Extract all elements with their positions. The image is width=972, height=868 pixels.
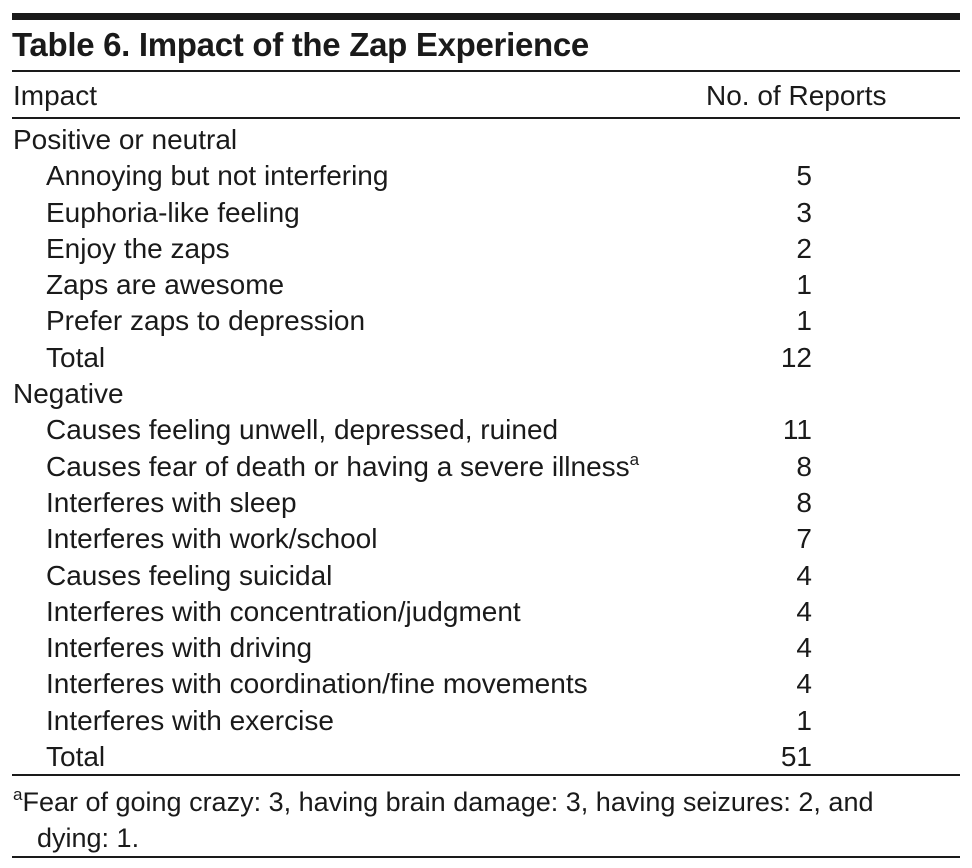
table-row: Prefer zaps to depression 1	[0, 302, 972, 338]
row-label-text: Interferes with coordination/fine moveme…	[46, 668, 588, 700]
group-label: Negative	[13, 378, 124, 410]
row-label-text: Euphoria-like feeling	[46, 196, 300, 228]
footnote-text-line1: Fear of going crazy: 3, having brain dam…	[22, 787, 874, 817]
bottom-rule	[12, 774, 960, 776]
row-label-text: Interferes with sleep	[46, 486, 297, 518]
row-label: Interferes with exercise	[46, 705, 334, 737]
table-row: Interferes with work/school 7	[0, 520, 972, 556]
table-footnote: aFear of going crazy: 3, having brain da…	[13, 784, 953, 856]
row-label: Interferes with work/school	[46, 523, 377, 555]
row-count: 4	[796, 632, 812, 664]
row-label: Prefer zaps to depression	[46, 305, 365, 337]
group-label: Positive or neutral	[13, 124, 237, 156]
row-label: Annoying but not interfering	[46, 160, 388, 192]
table-row: Interferes with coordination/fine moveme…	[0, 665, 972, 701]
row-count: 4	[796, 668, 812, 700]
row-label-text: Negative	[13, 378, 124, 410]
row-label-text: Zaps are awesome	[46, 269, 285, 301]
group-row: Negative	[0, 375, 972, 411]
row-label: Interferes with sleep	[46, 487, 297, 519]
row-count: 4	[796, 559, 812, 591]
group-row: Positive or neutral	[0, 121, 972, 157]
row-count: 2	[796, 232, 812, 264]
row-label: Euphoria-like feeling	[46, 197, 300, 229]
row-count: 5	[796, 160, 812, 192]
table-title: Table 6. Impact of the Zap Experience	[12, 26, 589, 63]
table-row: Causes feeling unwell, depressed, ruined…	[0, 411, 972, 447]
row-label-text: Total	[46, 341, 106, 373]
top-rule	[12, 13, 960, 20]
row-label: Causes feeling unwell, depressed, ruined	[46, 414, 558, 446]
row-label: Interferes with driving	[46, 632, 312, 664]
table-row: Causes fear of death or having a severe …	[0, 448, 972, 484]
row-count: 11	[782, 414, 812, 446]
row-label: Total	[46, 741, 105, 773]
row-label-text: Interferes with driving	[46, 632, 313, 664]
row-label-text: Interferes with concentration/judgment	[46, 595, 521, 627]
table-row: Interferes with driving 4	[0, 629, 972, 665]
row-label-text: Annoying but not interfering	[46, 160, 389, 192]
row-label-text: Positive or neutral	[13, 124, 238, 155]
footnote-reference-mark: a	[629, 449, 640, 469]
table-row: Total 51	[0, 738, 972, 774]
table-row: Enjoy the zaps 2	[0, 230, 972, 266]
row-label-text: Causes feeling unwell, depressed, ruined	[46, 414, 559, 446]
header-rule	[12, 117, 960, 119]
table-row: Total 12	[0, 339, 972, 375]
row-label-text: Total	[46, 741, 106, 773]
row-count: 8	[796, 450, 812, 482]
row-count: 3	[796, 196, 812, 228]
row-count: 1	[796, 269, 812, 301]
column-header-reports: No. of Reports	[706, 80, 887, 111]
table-row: Interferes with sleep 8	[0, 484, 972, 520]
row-count: 1	[796, 305, 812, 337]
table-row: Annoying but not interfering 5	[0, 157, 972, 193]
footnote-text-line2: dying: 1.	[37, 823, 140, 853]
row-label: Causes fear of death or having a severe …	[46, 451, 639, 483]
row-label: Causes feeling suicidal	[46, 560, 332, 592]
row-count: 1	[796, 704, 812, 736]
row-label-text: Enjoy the zaps	[46, 232, 230, 264]
row-label-text: Causes feeling suicidal	[46, 559, 333, 591]
table-row: Zaps are awesome 1	[0, 266, 972, 302]
row-label: Interferes with concentration/judgment	[46, 596, 521, 628]
table-row: Euphoria-like feeling 3	[0, 194, 972, 230]
row-count: 51	[780, 741, 812, 773]
footnote-rule	[12, 856, 960, 858]
row-count: 12	[780, 341, 812, 373]
table-body: Positive or neutral Annoying but not inte…	[0, 121, 972, 774]
row-label-text: Interferes with work/school	[46, 523, 378, 555]
row-label-text: Causes fear of death or having a severe …	[46, 450, 630, 482]
row-count: 7	[796, 523, 812, 555]
row-label: Enjoy the zaps	[46, 233, 230, 265]
row-label: Zaps are awesome	[46, 269, 284, 301]
row-count: 8	[796, 486, 812, 518]
table-row: Interferes with concentration/judgment 4	[0, 593, 972, 629]
table-row: Causes feeling suicidal 4	[0, 557, 972, 593]
column-header-impact: Impact	[13, 80, 98, 111]
row-label-text: Prefer zaps to depression	[46, 305, 366, 337]
row-label-text: Interferes with exercise	[46, 704, 334, 736]
row-label: Interferes with coordination/fine moveme…	[46, 668, 588, 700]
title-rule	[12, 70, 960, 72]
footnote-mark: a	[13, 785, 23, 804]
table-row: Interferes with exercise 1	[0, 702, 972, 738]
row-label: Total	[46, 342, 105, 374]
row-count: 4	[796, 595, 812, 627]
